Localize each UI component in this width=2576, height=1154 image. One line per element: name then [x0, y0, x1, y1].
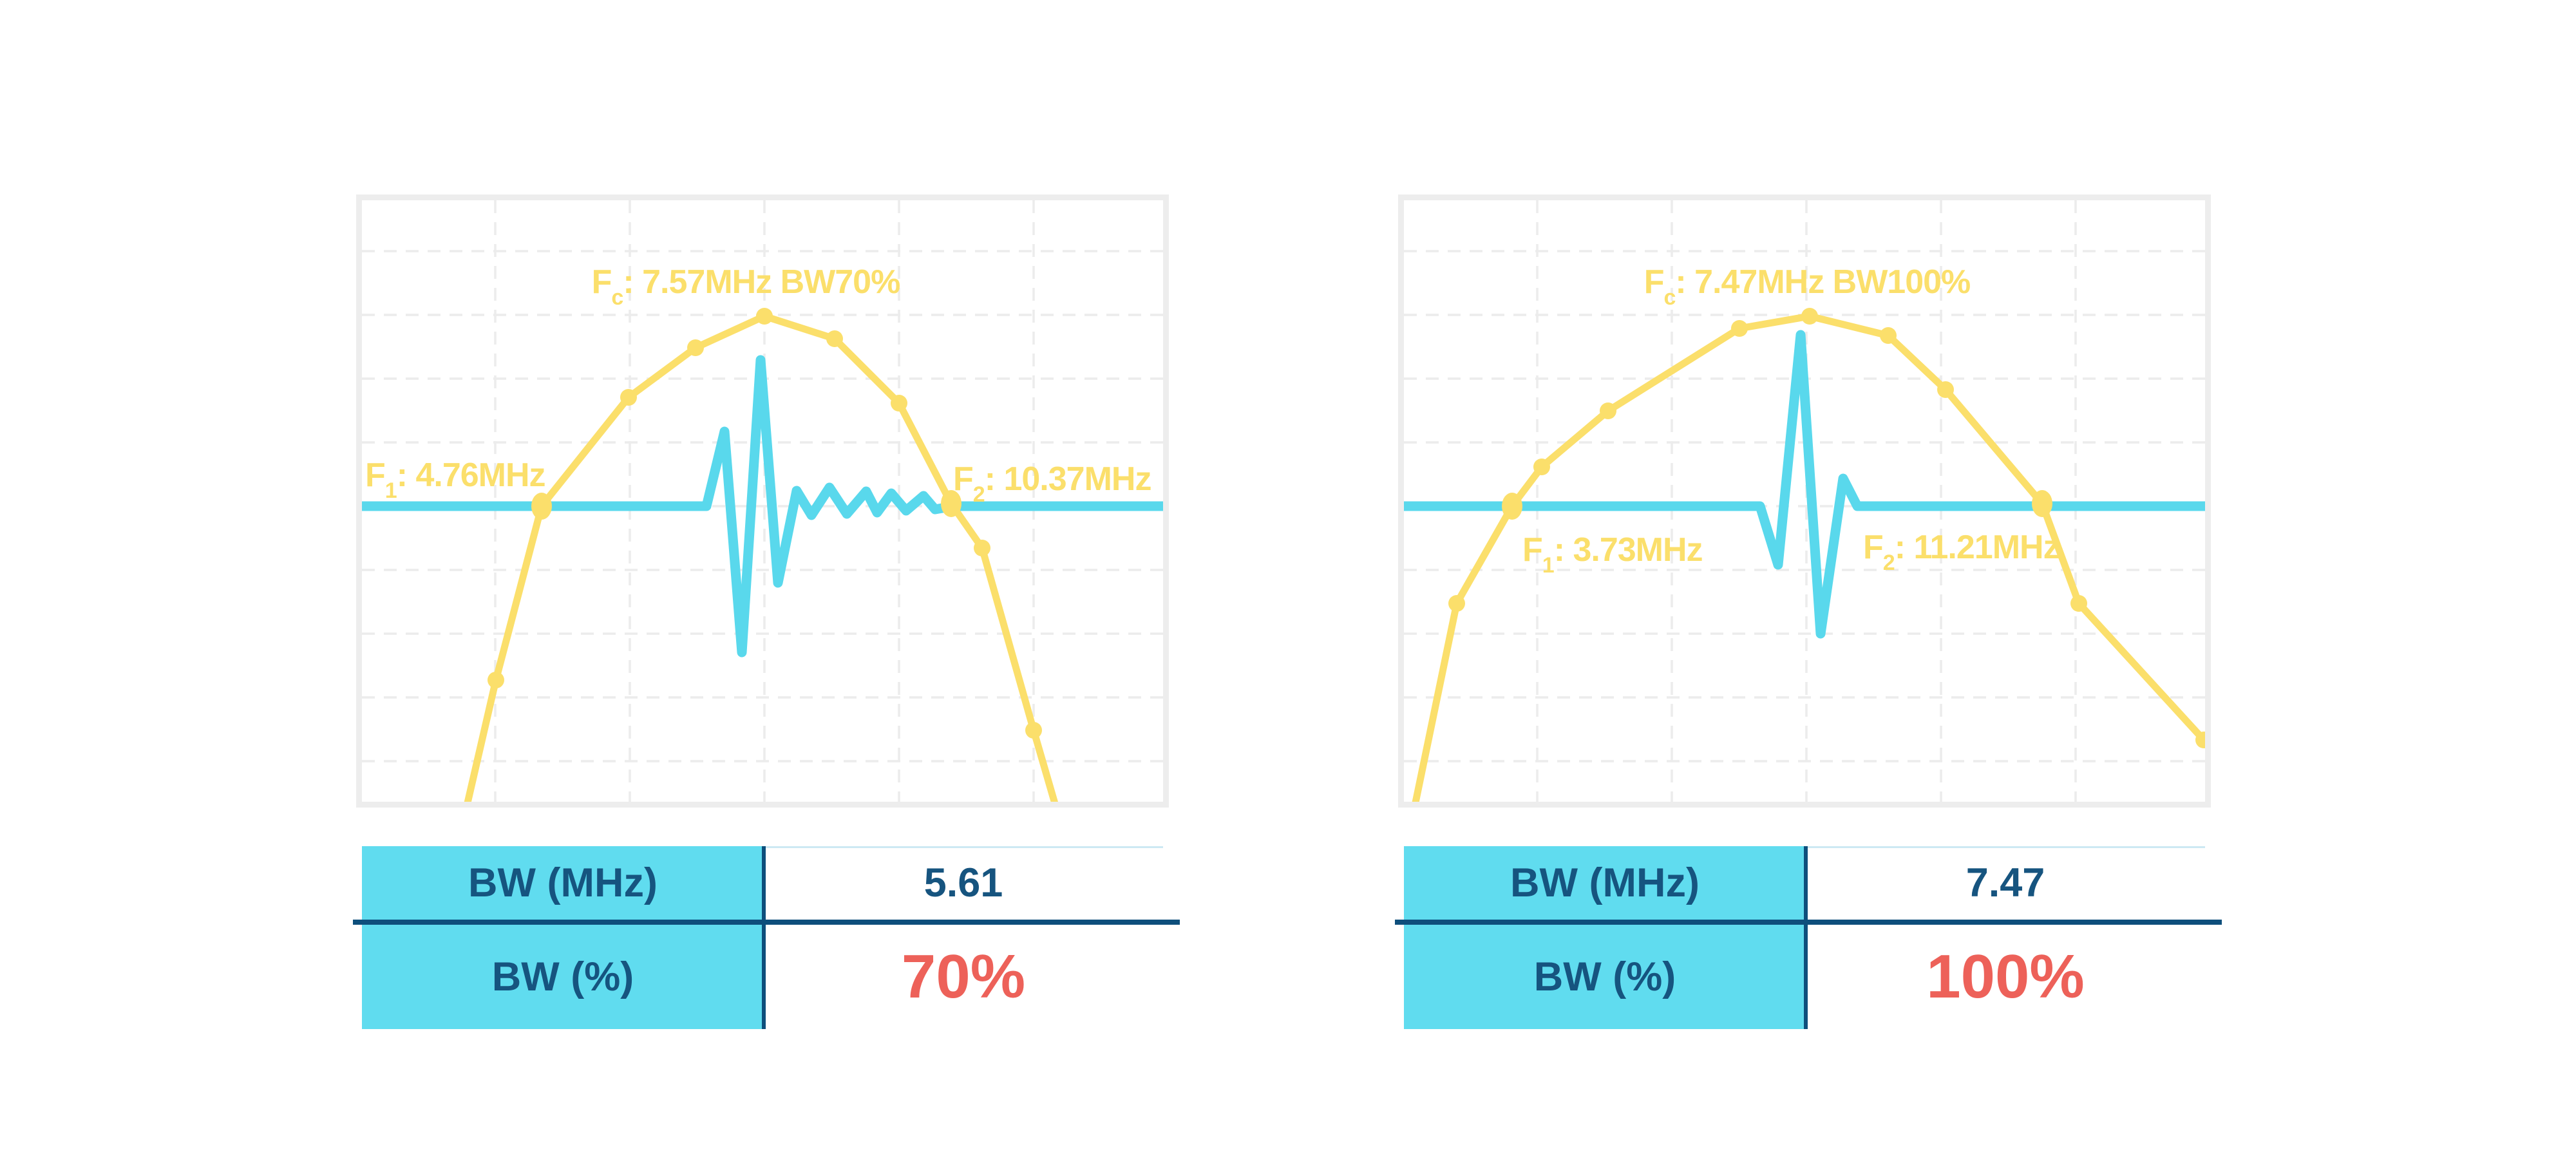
spectrum-plot-bw100: Fc: 7.47MHz BW100% F1: 3.73MHz F2: 11.21…: [1404, 200, 2205, 802]
f2-annotation: F2: 11.21MHz: [1863, 529, 2060, 575]
spectrum-markers: [1448, 308, 2205, 748]
bw-table-bw70: BW (MHz) 5.61 BW (%) 70%: [353, 846, 1180, 1029]
bw-mhz-label: BW (MHz): [468, 860, 658, 905]
chart-panel-bw100: Fc: 7.47MHz BW100% F1: 3.73MHz F2: 11.21…: [1398, 194, 2211, 808]
bw-table-bw100: BW (MHz) 7.47 BW (%) 100%: [1395, 846, 2222, 1029]
value-column-topline: [1806, 846, 2205, 848]
f2-annotation: F2: 10.37MHz: [953, 460, 1151, 507]
bw-mhz-value: 7.47: [1965, 860, 2045, 905]
chart-panel-bw70: Fc: 7.57MHz BW70% F1: 4.76MHz F2: 10.37M…: [356, 194, 1169, 808]
f1-annotation: F1: 4.76MHz: [365, 457, 545, 503]
spectrum-plot-bw70: Fc: 7.57MHz BW70% F1: 4.76MHz F2: 10.37M…: [362, 200, 1163, 802]
spectrum-curve: [1412, 312, 2205, 802]
spectrum-markers: [488, 308, 1042, 739]
table-row-divider: [1395, 920, 2222, 925]
table-column-divider: [1804, 846, 1808, 1029]
bw-mhz-value: 5.61: [923, 860, 1003, 905]
value-column-topline: [764, 846, 1163, 848]
pulse-waveform: [1404, 330, 2205, 639]
bw-mhz-label: BW (MHz): [1510, 860, 1700, 905]
table-label-column: [362, 846, 764, 1029]
pulse-waveform: [362, 355, 1163, 657]
spectrum-curve: [464, 312, 1058, 802]
bw-pct-value: 70%: [901, 942, 1026, 1011]
bw-pct-label: BW (%): [1533, 954, 1676, 999]
fc-annotation: Fc: 7.47MHz BW100%: [1644, 263, 1971, 310]
bw-pct-value: 100%: [1926, 942, 2085, 1011]
table-label-column: [1404, 846, 1806, 1029]
table-row-divider: [353, 920, 1180, 925]
fc-annotation: Fc: 7.57MHz BW70%: [592, 263, 900, 310]
bw-pct-label: BW (%): [491, 954, 634, 999]
f1-annotation: F1: 3.73MHz: [1522, 531, 1703, 578]
table-column-divider: [762, 846, 766, 1029]
